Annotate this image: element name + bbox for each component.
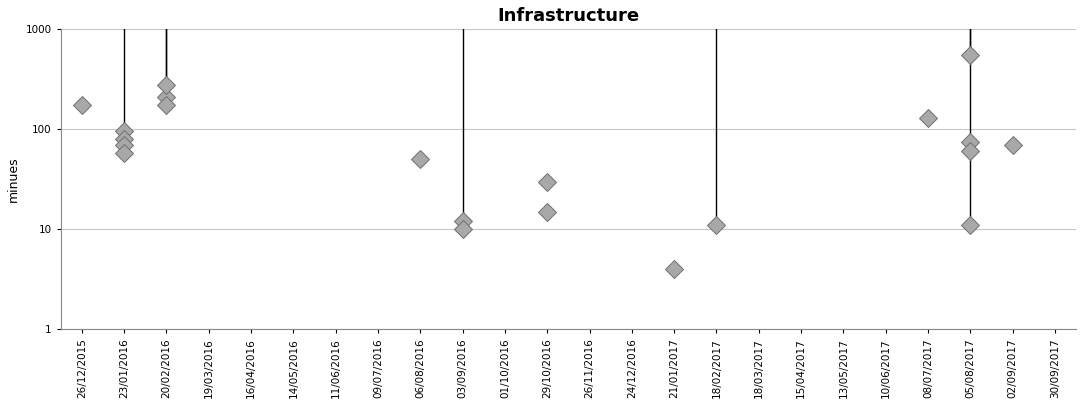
Y-axis label: minues: minues — [6, 156, 19, 202]
Title: Infrastructure: Infrastructure — [497, 7, 639, 25]
